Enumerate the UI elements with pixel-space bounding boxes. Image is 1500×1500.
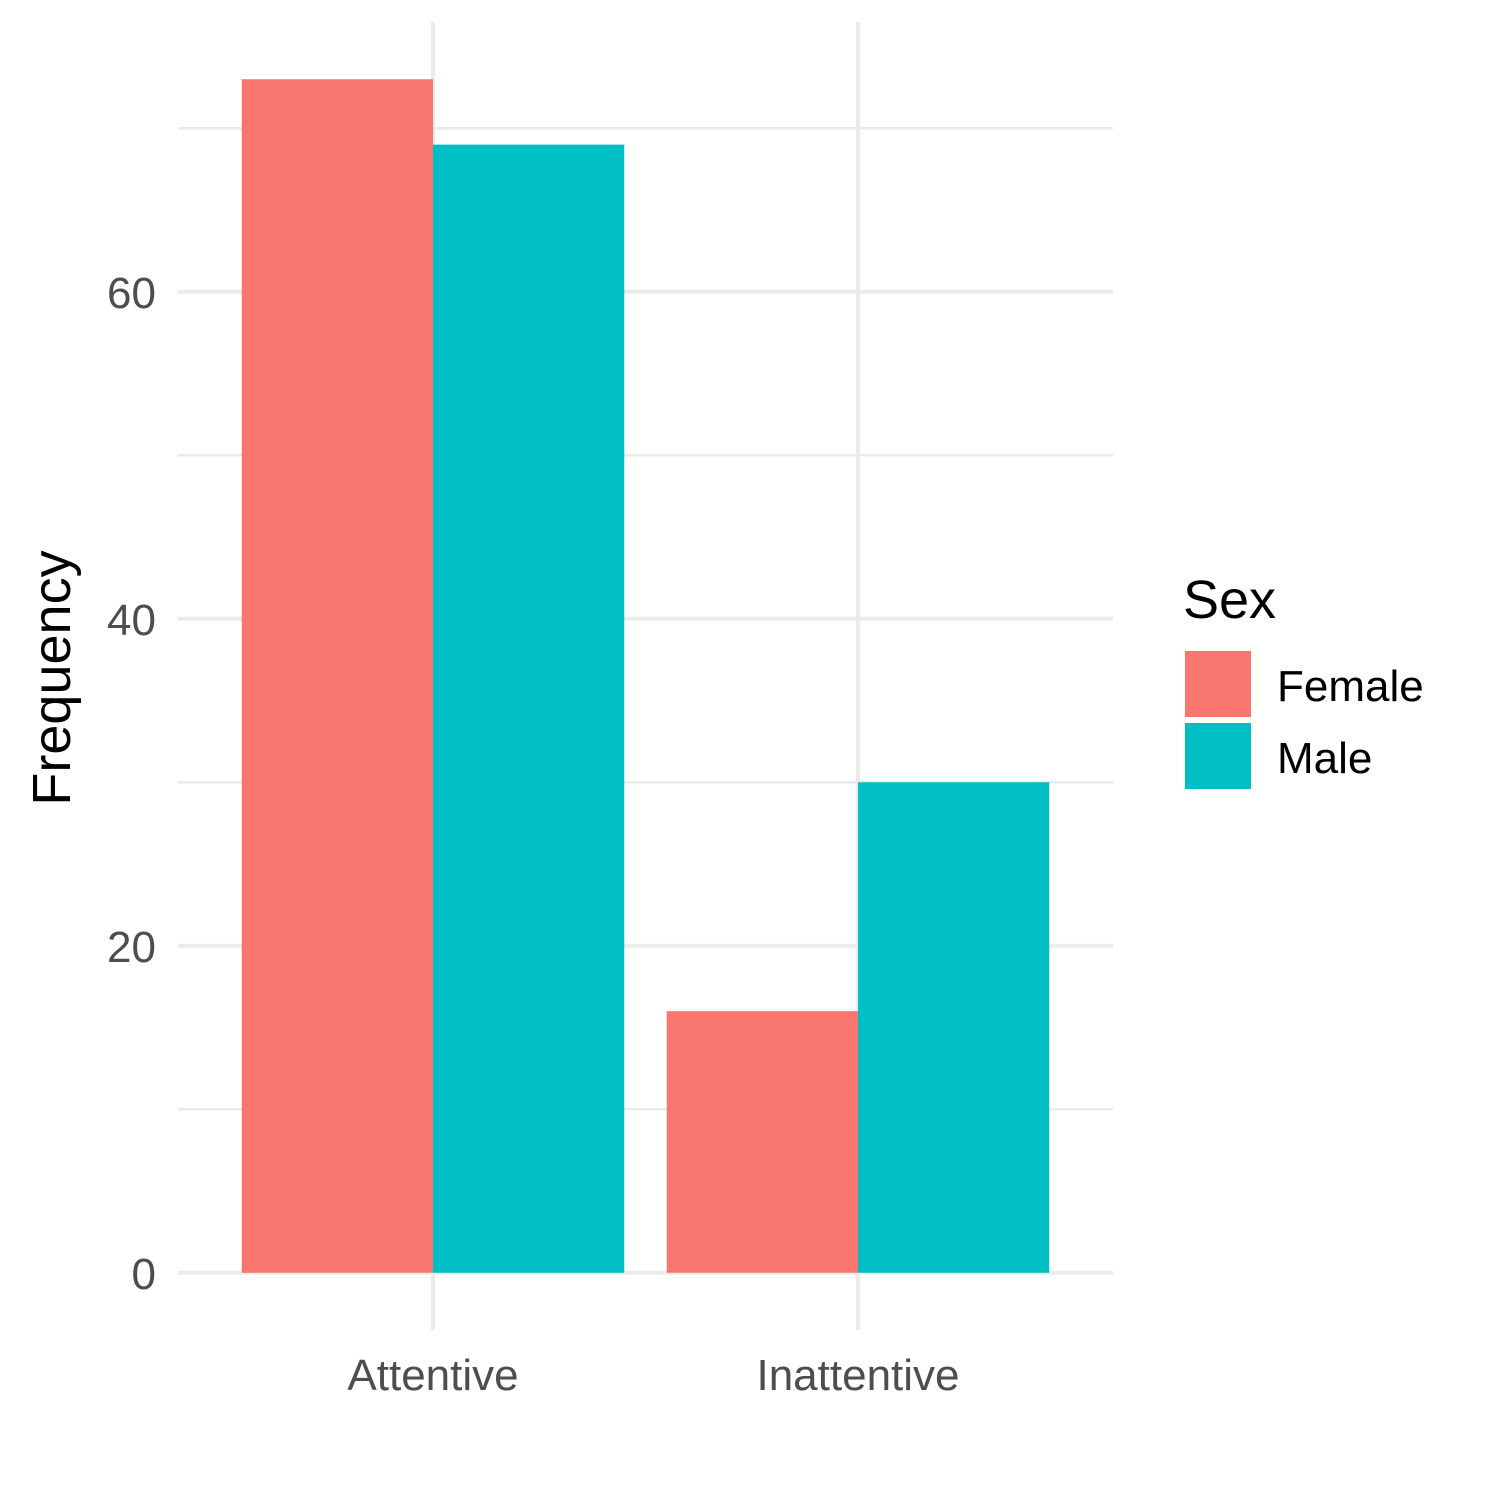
y-tick-label: 20 <box>107 923 156 972</box>
x-axis-ticks: Attentive Inattentive <box>347 1351 959 1400</box>
bar-male-attentive <box>433 144 625 1273</box>
bar-female-inattentive <box>666 1011 858 1273</box>
legend-label-female: Female <box>1277 662 1424 711</box>
x-tick-label: Inattentive <box>756 1351 959 1400</box>
y-axis-title: Frequency <box>22 550 82 805</box>
y-tick-label: 40 <box>107 596 156 645</box>
legend-label-male: Male <box>1277 734 1372 783</box>
legend: Sex Female Male <box>1183 570 1424 789</box>
x-tick-label: Attentive <box>347 1351 518 1400</box>
y-axis-ticks: 0 20 40 60 <box>107 269 156 1299</box>
bar-female-attentive <box>241 79 433 1273</box>
y-tick-label: 60 <box>107 269 156 318</box>
bars-layer <box>241 79 1050 1273</box>
legend-key-female <box>1185 651 1251 717</box>
legend-key-male <box>1185 723 1251 789</box>
y-tick-label: 0 <box>132 1250 156 1299</box>
bar-male-inattentive <box>858 782 1050 1273</box>
legend-title: Sex <box>1183 570 1276 630</box>
